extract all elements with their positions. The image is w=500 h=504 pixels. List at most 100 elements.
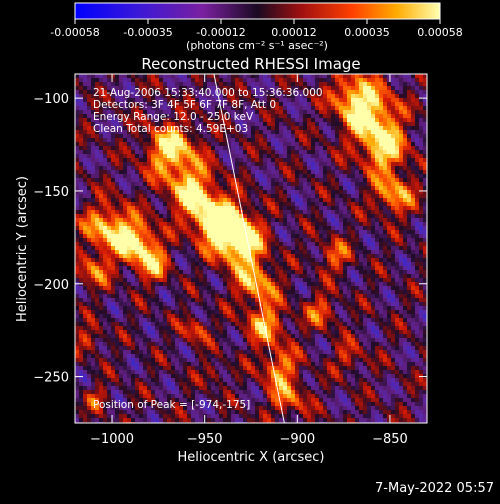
heatmap-cell xyxy=(343,122,347,126)
heatmap-cell xyxy=(383,166,387,170)
heatmap-cell xyxy=(179,138,183,142)
heatmap-cell xyxy=(199,254,203,258)
heatmap-cell xyxy=(183,82,187,86)
heatmap-cell xyxy=(339,110,343,114)
heatmap-cell xyxy=(107,82,111,86)
heatmap-cell xyxy=(315,122,319,126)
heatmap-cell xyxy=(375,266,379,270)
heatmap-cell xyxy=(231,286,235,290)
heatmap-cell xyxy=(91,174,95,178)
heatmap-cell xyxy=(171,254,175,258)
heatmap-cell xyxy=(123,234,127,238)
heatmap-cell xyxy=(115,178,119,182)
heatmap-cell xyxy=(119,174,123,178)
heatmap-cell xyxy=(315,274,319,278)
heatmap-cell xyxy=(231,138,235,142)
heatmap-cell xyxy=(283,214,287,218)
heatmap-cell xyxy=(87,98,91,102)
heatmap-cell xyxy=(371,238,375,242)
heatmap-cell xyxy=(127,242,131,246)
heatmap-cell xyxy=(159,170,163,174)
heatmap-cell xyxy=(83,210,87,214)
heatmap-cell xyxy=(259,126,263,130)
heatmap-cell xyxy=(147,238,151,242)
heatmap-cell xyxy=(203,202,207,206)
heatmap-cell xyxy=(315,278,319,282)
heatmap-cell xyxy=(215,274,219,278)
heatmap-cell xyxy=(159,150,163,154)
heatmap-cell xyxy=(263,246,267,250)
heatmap-cell xyxy=(187,78,191,82)
heatmap-cell xyxy=(87,282,91,286)
heatmap-cell xyxy=(291,186,295,190)
heatmap-cell xyxy=(99,270,103,274)
heatmap-cell xyxy=(139,78,143,82)
heatmap-cell xyxy=(119,182,123,186)
heatmap-cell xyxy=(375,106,379,110)
heatmap-cell xyxy=(423,126,427,130)
heatmap-cell xyxy=(303,250,307,254)
heatmap-cell xyxy=(119,286,123,290)
heatmap-cell xyxy=(331,162,335,166)
heatmap-cell xyxy=(319,170,323,174)
heatmap-cell xyxy=(295,190,299,194)
heatmap-cell xyxy=(207,138,211,142)
heatmap-cell xyxy=(167,186,171,190)
heatmap-cell xyxy=(79,242,83,246)
heatmap-cell xyxy=(167,142,171,146)
heatmap-cell xyxy=(227,266,231,270)
heatmap-cell xyxy=(91,246,95,250)
heatmap-cell xyxy=(215,234,219,238)
heatmap-cell xyxy=(159,282,163,286)
heatmap-cell xyxy=(363,238,367,242)
heatmap-cell xyxy=(331,102,335,106)
heatmap-cell xyxy=(307,242,311,246)
heatmap-cell xyxy=(243,254,247,258)
heatmap-cell xyxy=(271,78,275,82)
heatmap-cell xyxy=(143,182,147,186)
heatmap-cell xyxy=(387,254,391,258)
heatmap-cell xyxy=(195,74,199,78)
heatmap-cell xyxy=(263,230,267,234)
heatmap-cell xyxy=(219,266,223,270)
heatmap-cell xyxy=(203,254,207,258)
heatmap-cell xyxy=(123,166,127,170)
heatmap-cell xyxy=(263,290,267,294)
heatmap-cell xyxy=(359,274,363,278)
heatmap-cell xyxy=(235,234,239,238)
heatmap-cell xyxy=(423,262,427,266)
heatmap-cell xyxy=(347,186,351,190)
heatmap-cell xyxy=(107,166,111,170)
heatmap-cell xyxy=(399,174,403,178)
heatmap-cell xyxy=(355,78,359,82)
heatmap-cell xyxy=(207,174,211,178)
heatmap-cell xyxy=(107,146,111,150)
heatmap-cell xyxy=(279,74,283,78)
heatmap-cell xyxy=(131,162,135,166)
heatmap-cell xyxy=(283,118,287,122)
heatmap-cell xyxy=(335,210,339,214)
heatmap-cell xyxy=(75,106,79,110)
heatmap-cell xyxy=(275,126,279,130)
heatmap-cell xyxy=(103,226,107,230)
heatmap-cell xyxy=(175,282,179,286)
heatmap-cell xyxy=(387,202,391,206)
heatmap-cell xyxy=(355,94,359,98)
heatmap-cell xyxy=(151,82,155,86)
heatmap-cell xyxy=(279,198,283,202)
heatmap-cell xyxy=(271,166,275,170)
heatmap-cell xyxy=(87,234,91,238)
heatmap-cell xyxy=(327,286,331,290)
heatmap-cell xyxy=(195,198,199,202)
heatmap-cell xyxy=(331,190,335,194)
heatmap-cell xyxy=(347,194,351,198)
heatmap-cell xyxy=(319,226,323,230)
heatmap-cell xyxy=(99,274,103,278)
heatmap-cell xyxy=(155,214,159,218)
heatmap-cell xyxy=(367,106,371,110)
heatmap-cell xyxy=(243,82,247,86)
heatmap-cell xyxy=(419,290,423,294)
heatmap-cell xyxy=(287,218,291,222)
heatmap-cell xyxy=(371,94,375,98)
heatmap-cell xyxy=(83,286,87,290)
